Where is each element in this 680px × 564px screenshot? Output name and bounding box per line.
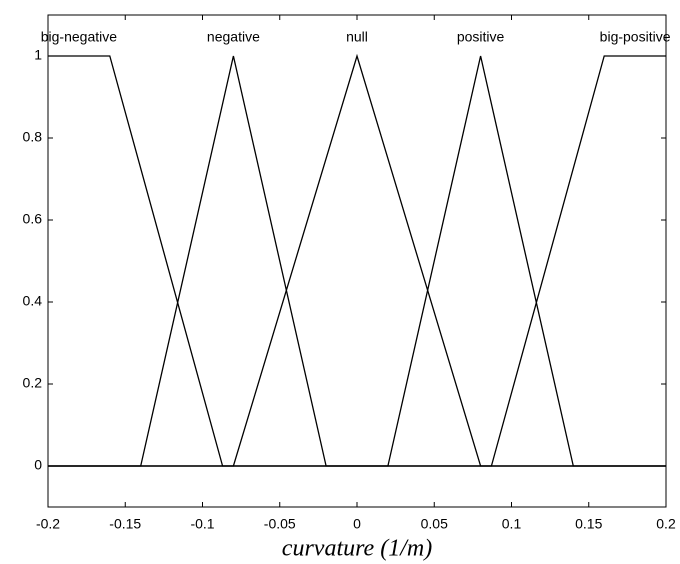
membership-line [48, 53, 666, 467]
y-tick-label: 0.6 [23, 211, 43, 227]
x-tick-label: 0 [353, 516, 361, 532]
y-tick-label: 0 [34, 457, 42, 473]
membership-line [48, 55, 666, 467]
y-tick-label: 1 [34, 47, 42, 63]
x-tick-label: 0.05 [421, 516, 448, 532]
x-tick-label: -0.1 [190, 516, 214, 532]
y-tick-label: 0.2 [23, 375, 43, 391]
membership-line [48, 55, 666, 467]
x-tick-label: -0.15 [109, 516, 141, 532]
y-tick-label: 0.4 [23, 293, 43, 309]
y-tick-label: 0.8 [23, 129, 43, 145]
plot-frame [47, 14, 667, 508]
series-label: null [346, 29, 368, 45]
series-label: negative [207, 29, 260, 45]
x-axis-label: curvature (1/m) [282, 536, 432, 562]
x-tick-label: 0.2 [656, 516, 676, 532]
x-tick-label: 0.15 [575, 516, 602, 532]
x-tick-label: 0.1 [502, 516, 522, 532]
x-tick-label: -0.2 [36, 516, 60, 532]
series-label: positive [457, 29, 505, 45]
series-label: big-negative [41, 29, 117, 45]
series-label: big-positive [600, 29, 671, 45]
membership-line [48, 55, 666, 467]
membership-line [48, 55, 666, 467]
x-tick-label: -0.05 [264, 516, 296, 532]
